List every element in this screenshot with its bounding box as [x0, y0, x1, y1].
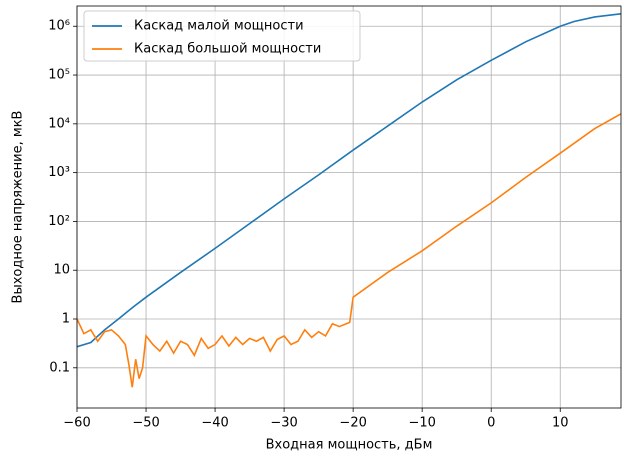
y-tick-label: 1: [62, 312, 70, 327]
y-tick-label: 10⁶: [48, 19, 70, 34]
y-tick-label: 10²: [48, 214, 70, 229]
series-line: [77, 113, 621, 388]
y-tick-label: 10³: [48, 165, 70, 180]
y-axis-label: Выходное напряжение, мкВ: [11, 111, 26, 304]
x-tick-label: −20: [339, 416, 366, 431]
x-tick-label: −10: [408, 416, 435, 431]
y-tick-label: 10: [53, 263, 70, 278]
legend-box: [83, 10, 361, 62]
y-tick-label: 0.1: [49, 360, 70, 375]
plot-frame: [76, 5, 622, 409]
legend-label: Каскад малой мощности: [134, 19, 304, 34]
legend-label: Каскад большой мощности: [134, 42, 321, 57]
x-tick-label: −60: [63, 416, 90, 431]
x-tick-label: −40: [201, 416, 228, 431]
x-axis-label: Входная мощность, дБм: [266, 438, 433, 453]
x-tick-label: −50: [132, 416, 159, 431]
x-tick-label: 10: [552, 416, 569, 431]
y-tick-label: 10⁴: [48, 116, 70, 131]
series-line: [77, 12, 621, 348]
y-tick-label: 10⁵: [48, 68, 70, 83]
x-tick-label: −30: [270, 416, 297, 431]
x-tick-label: 0: [487, 416, 495, 431]
